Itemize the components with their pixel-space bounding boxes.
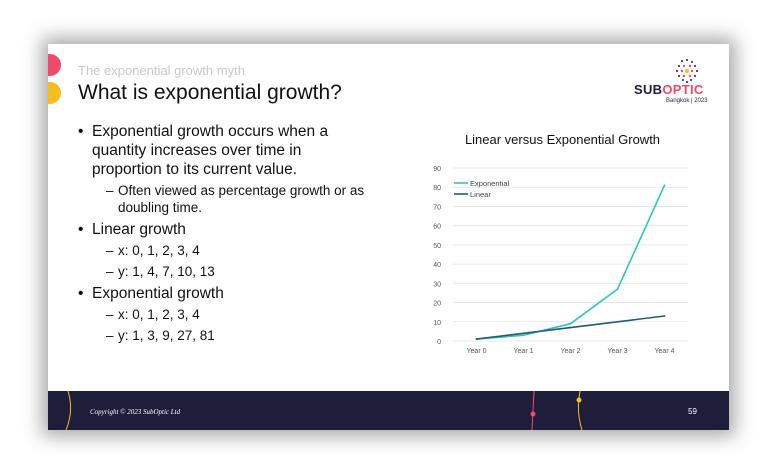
sub-bullet: – x: 0, 1, 2, 3, 4 (106, 243, 200, 258)
bullet-exponential-definition: Exponential growth occurs when a quantit… (74, 122, 374, 179)
y-tick-label: 40 (433, 262, 441, 269)
copyright-text: Copyright © 2023 SubOptic Ltd (90, 408, 181, 416)
series-line-exponential (476, 184, 666, 340)
page-number: 59 (688, 407, 697, 416)
slide: The exponential growth myth What is expo… (48, 44, 729, 430)
data-point-linear (663, 315, 666, 317)
data-point-linear (569, 326, 572, 329)
data-point-exponential (569, 322, 572, 325)
sub-bullet: – Often viewed as percentage growth or as… (106, 183, 365, 215)
footer-bar: Copyright © 2023 SubOptic Ltd 59 (48, 391, 729, 430)
data-point-exponential (522, 334, 525, 337)
growth-chart: Linear versus Exponential Growth 0 10 20 30 4… (398, 122, 698, 367)
logo-tagline: Bangkok | 2023 (666, 98, 708, 104)
y-tick-label: 20 (433, 301, 441, 308)
logo-dots-icon (676, 59, 698, 83)
sub-bullet: – x: 0, 1, 2, 3, 4 (106, 307, 200, 322)
red-accent-circle (48, 54, 61, 76)
sub-bullet: – y: 1, 4, 7, 10, 13 (106, 264, 215, 279)
chart-svg: Linear versus Exponential Growth 0 10 20 30 4… (433, 132, 688, 355)
x-tick-label: Year 2 (561, 348, 581, 355)
bullet-exponential-growth: Exponential growth (74, 284, 374, 303)
y-tick-label: 50 (433, 243, 441, 250)
slide-subtitle: The exponential growth myth (78, 63, 245, 78)
legend-label-exponential: Exponential (470, 179, 510, 188)
bullet-linear-growth: Linear growth (74, 220, 374, 239)
data-point-exponential (663, 184, 666, 187)
bullet-list: Exponential growth occurs when a quantit… (74, 122, 374, 348)
y-tick-label: 10 (433, 320, 441, 327)
sub-bullet: – y: 1, 3, 9, 27, 81 (106, 328, 215, 343)
x-tick-label: Year 4 (655, 348, 675, 355)
chart-title: Linear versus Exponential Growth (465, 132, 660, 147)
y-tick-label: 80 (433, 185, 441, 192)
x-tick-label: Year 3 (608, 348, 628, 355)
data-point-linear (522, 332, 525, 335)
y-tick-label: 0 (437, 339, 441, 346)
footer-decoration (65, 391, 583, 430)
y-tick-label: 70 (433, 204, 441, 211)
y-tick-label: 60 (433, 224, 441, 231)
x-tick-label: Year 0 (467, 348, 487, 355)
y-tick-label: 30 (433, 281, 441, 288)
data-point-linear (475, 338, 478, 340)
data-point-exponential (616, 288, 619, 290)
legend-label-linear: Linear (470, 190, 491, 199)
y-tick-label: 90 (433, 166, 441, 173)
x-tick-label: Year 1 (514, 348, 534, 355)
data-point-linear (616, 320, 619, 323)
suboptic-logo: SUBOPTIC Bangkok | 2023 (634, 56, 714, 104)
yellow-accent-circle (48, 82, 61, 104)
logo-wordmark: SUBOPTIC (634, 82, 704, 97)
slide-title: What is exponential growth? (78, 81, 342, 104)
